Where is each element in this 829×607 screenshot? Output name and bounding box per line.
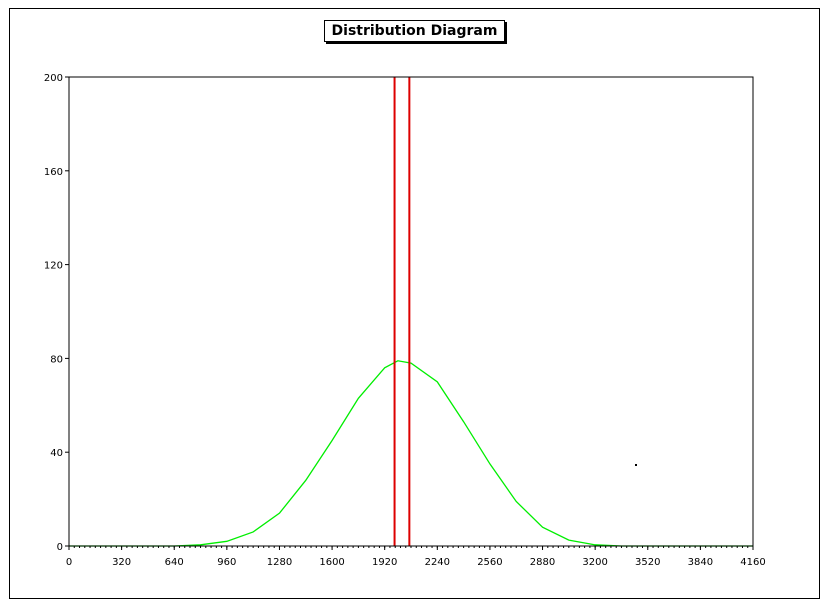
x-tick-label: 1280 xyxy=(267,557,292,568)
series-group xyxy=(69,360,753,547)
x-tick-label: 320 xyxy=(112,557,131,568)
x-axis-ticks: 0 320 640 960 1280 1600 1920 2240 2560 2880 3200 35… xyxy=(66,546,766,568)
x-tick-label: 960 xyxy=(217,557,236,568)
x-tick-label: 2560 xyxy=(477,557,502,568)
plot-area-border xyxy=(68,76,754,547)
x-tick-label: 1920 xyxy=(372,557,397,568)
x-tick-label: 0 xyxy=(66,557,72,568)
series-line xyxy=(69,360,753,547)
x-tick-label: 4160 xyxy=(740,557,765,568)
y-tick-label: 120 xyxy=(44,261,63,272)
y-tick-label: 40 xyxy=(50,448,63,459)
stray-dot xyxy=(635,464,637,466)
x-tick-label: 3840 xyxy=(688,557,713,568)
x-tick-label: 2240 xyxy=(425,557,450,568)
plot-axes xyxy=(68,76,754,548)
chart-frame xyxy=(9,8,820,599)
y-axis-ticks: 0 40 80 120 160 200 xyxy=(44,73,69,553)
y-tick-label: 200 xyxy=(44,73,63,84)
x-tick-label: 640 xyxy=(165,557,184,568)
x-tick-label: 3200 xyxy=(582,557,607,568)
x-tick-label: 3520 xyxy=(635,557,660,568)
x-tick-label: 1600 xyxy=(319,557,344,568)
y-tick-label: 80 xyxy=(50,354,63,365)
y-tick-label: 0 xyxy=(57,542,63,553)
marker-lines xyxy=(393,77,411,546)
y-tick-label: 160 xyxy=(44,167,63,178)
x-tick-label: 2880 xyxy=(530,557,555,568)
chart-title-box: Distribution Diagram xyxy=(0,20,829,42)
chart-title: Distribution Diagram xyxy=(323,20,506,42)
